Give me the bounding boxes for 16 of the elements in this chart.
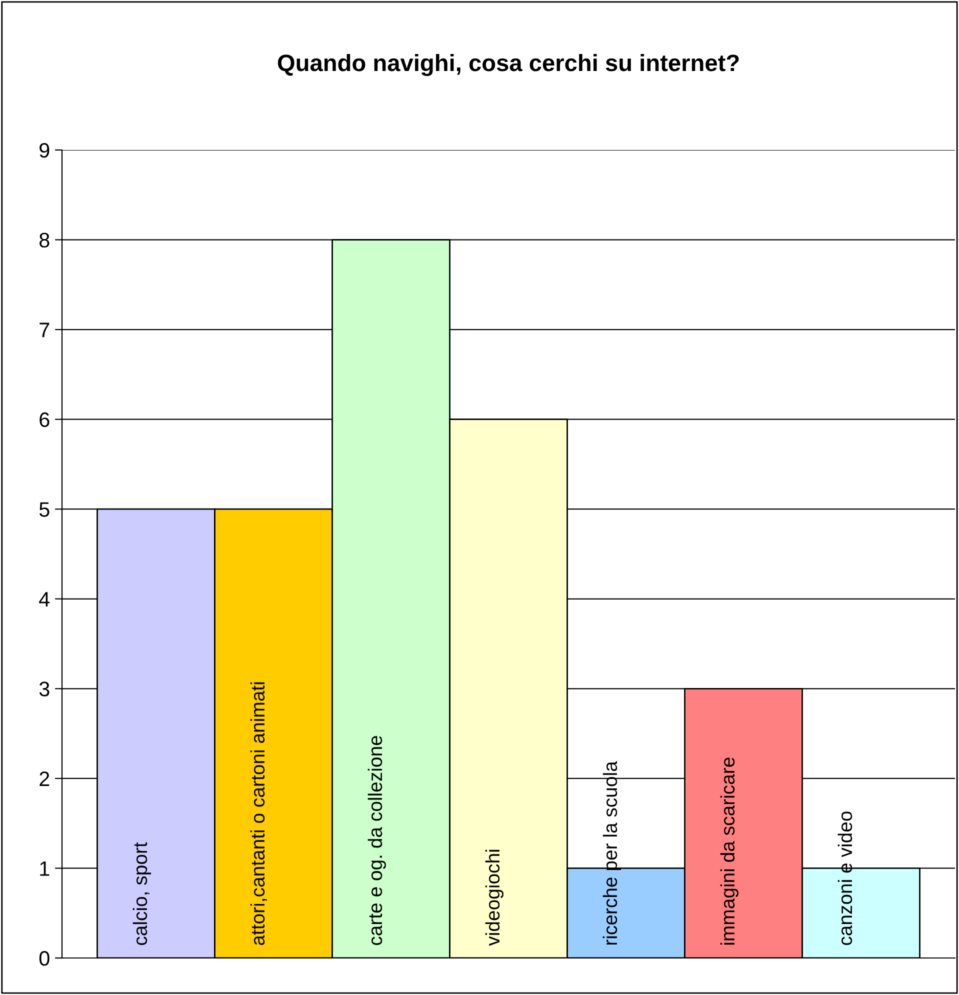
x-tick-label: videogiochi <box>485 850 504 946</box>
y-tick-label: 9 <box>40 143 50 158</box>
chart-title: Quando navighi, cosa cerchi su internet? <box>278 54 739 76</box>
x-tick-label: attori,cantanti o cartoni animati <box>250 682 267 946</box>
y-tick-label: 7 <box>40 322 50 338</box>
y-tick-label: 6 <box>40 412 50 428</box>
x-tick-label: calcio, sport <box>132 842 151 946</box>
y-tick-label: 4 <box>39 592 50 606</box>
y-tick-label: 8 <box>40 232 50 248</box>
y-tick-label: 2 <box>40 771 50 786</box>
y-tick-label: 3 <box>39 682 50 696</box>
y-tick-label: 0 <box>39 951 50 966</box>
y-tick-label: 5 <box>39 502 50 517</box>
x-tick-label: immagini da scaricare <box>720 758 738 945</box>
x-tick-label: carte e og. da collezione <box>368 736 386 946</box>
y-tick-label: 1 <box>40 861 50 876</box>
